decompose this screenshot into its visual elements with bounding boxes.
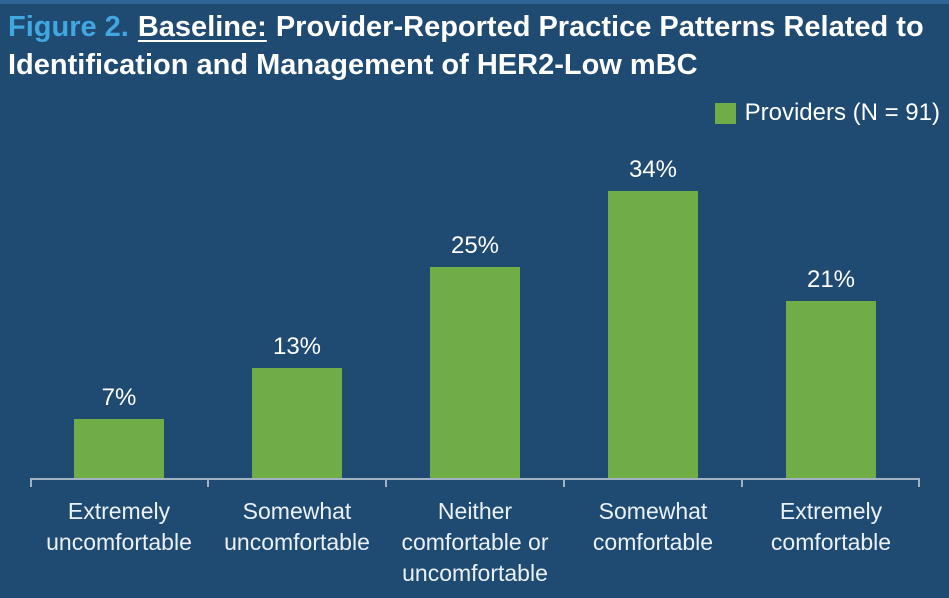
bar (252, 368, 342, 478)
legend-label: Providers (N = 91) (744, 99, 940, 126)
x-axis-category-label: Extremely uncomfortable (46, 498, 192, 555)
axis-tick (918, 480, 920, 487)
bar-value-label: 7% (101, 384, 137, 411)
x-axis-category-label: Extremely comfortable (770, 498, 892, 555)
top-accent-strip (0, 0, 949, 4)
x-axis-category-label: Somewhat uncomfortable (224, 498, 370, 555)
bar-column: 7% (30, 142, 208, 478)
bar-column: 21% (742, 142, 920, 478)
figure-title: Figure 2. Baseline: Provider-Reported Prac… (8, 8, 935, 85)
axis-tick (207, 480, 209, 487)
plot-area: 7% 13% 25% 34% 21% (30, 142, 920, 480)
legend: Providers (N = 91) (714, 99, 940, 127)
bar-column: 13% (208, 142, 386, 478)
axis-tick (385, 480, 387, 487)
axis-tick (741, 480, 743, 487)
x-axis-ticks (30, 480, 920, 487)
legend-square-icon (714, 102, 736, 124)
bar (430, 267, 520, 478)
bar-value-label: 13% (272, 333, 322, 360)
x-axis-category-label: Somewhat comfortable (592, 498, 714, 555)
bar-value-label: 34% (628, 156, 678, 183)
axis-tick (30, 480, 32, 487)
figure-label: Figure 2. (8, 11, 129, 43)
bar (786, 301, 876, 478)
title-text: Provider-Reported Practice Patterns Rela… (8, 11, 924, 82)
axis-tick (563, 480, 565, 487)
bar-value-label: 21% (806, 266, 856, 293)
bar (608, 191, 698, 478)
bar-chart: 7% 13% 25% 34% 21% Extremely uncomfortable So… (30, 142, 920, 589)
bar (74, 419, 164, 478)
bar-column: 25% (386, 142, 564, 478)
bar-column: 34% (564, 142, 742, 478)
title-baseline-label: Baseline: (137, 11, 267, 43)
x-axis-category-label: Neither comfortable or uncomfortable (401, 498, 549, 586)
x-axis-labels: Extremely uncomfortable Somewhat uncomfor… (30, 496, 920, 589)
bar-value-label: 25% (450, 232, 500, 259)
